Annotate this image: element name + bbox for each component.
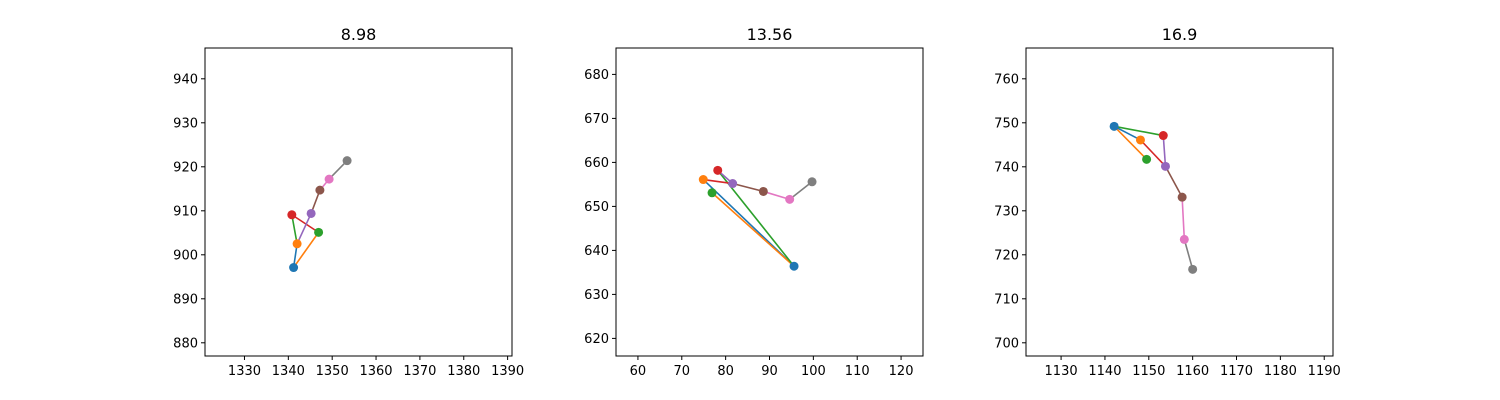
panel-1-keypoint [292, 239, 302, 249]
panel-2-axes-frame [615, 47, 924, 357]
panel-2-x-tick-label: 80 [717, 364, 734, 379]
panel-1-skeleton-edge [291, 213, 298, 245]
panel-1-x-tick-label: 1380 [447, 364, 480, 379]
panel-1-keypoint [324, 174, 334, 184]
panel-3-y-tick-label: 720 [994, 248, 1019, 263]
panel-3-skeleton-edge [1113, 125, 1148, 161]
panel-2-x-tick-label: 60 [630, 364, 647, 379]
panel-1-y-tick-label: 910 [173, 204, 198, 219]
panel-2-y-tick-label: 630 [584, 288, 609, 303]
panel-2-x-tick-label: 110 [845, 364, 870, 379]
panel-1-skeleton-edge [296, 212, 312, 245]
panel-3-y-tick-label: 750 [994, 116, 1019, 131]
panel-3-keypoint [1179, 234, 1189, 244]
panel-3-skeleton-edge [1164, 165, 1183, 198]
panel-1-keypoint [289, 263, 299, 273]
panel-2-skeleton-edge [711, 191, 795, 268]
panel-2-y-tick-label: 620 [584, 332, 609, 347]
panel-2-skeleton-edge [762, 190, 791, 201]
panel-2-keypoint [728, 179, 738, 189]
panel-3-x-tick-label: 1130 [1045, 364, 1078, 379]
panel-3-keypoint [1188, 264, 1198, 274]
panel-2-title: 13.56 [747, 25, 793, 44]
panel-1-keypoint [314, 227, 324, 237]
panel-2-x-tick-label: 100 [801, 364, 826, 379]
panel-1-keypoint [342, 156, 352, 166]
panel-3-y-tick-label: 700 [994, 336, 1019, 351]
panel-2-keypoint [785, 194, 795, 204]
panel-3-skeleton-edge [1162, 134, 1167, 168]
panel-2-keypoint [713, 165, 723, 175]
panel-1-x-tick-label: 1370 [403, 364, 436, 379]
panel-2-skeleton-edge [702, 178, 734, 185]
panel-1-keypoint [306, 208, 316, 218]
panel-3-x-tick-label: 1190 [1308, 364, 1341, 379]
panel-1-keypoint [315, 185, 325, 195]
panel-3-skeleton-edge [1113, 125, 1142, 141]
panel-2-keypoint [698, 175, 708, 185]
panel-3-x-tick-label: 1140 [1088, 364, 1121, 379]
panel-3-x-tick-label: 1150 [1132, 364, 1165, 379]
pose-panel-3: 16.9 1130 1140 1150 1160 1170 1180 1190 700 710 7… [994, 25, 1341, 379]
panel-3-keypoint [1158, 131, 1168, 141]
panel-1-keypoint [287, 210, 297, 220]
panel-2-keypoint [758, 186, 768, 196]
panel-2-y-tick-label: 670 [584, 112, 609, 127]
panel-1-y-tick-label: 880 [173, 336, 198, 351]
panel-3-skeleton-edge [1113, 125, 1165, 137]
panel-1-x-tick-label: 1340 [272, 364, 305, 379]
panel-2-y-tick-label: 660 [584, 156, 609, 171]
panel-3-y-tick-label: 760 [994, 72, 1019, 87]
panel-2-x-tick-label: 120 [889, 364, 914, 379]
panel-3-keypoint [1177, 192, 1187, 202]
panel-2-x-tick-label: 90 [761, 364, 778, 379]
panel-3-title: 16.9 [1162, 25, 1198, 44]
panel-3-axes-frame [1025, 47, 1334, 357]
panel-3-skeleton-edge [1183, 238, 1194, 271]
panel-2-y-tick-label: 650 [584, 200, 609, 215]
panel-1-y-tick-label: 890 [173, 292, 198, 307]
panel-1-x-tick-label: 1390 [491, 364, 524, 379]
panel-1-skeleton-edge [292, 231, 320, 269]
panel-2-skeleton-edge [788, 180, 813, 201]
panel-1-y-tick-label: 940 [173, 72, 198, 87]
panel-1-y-tick-label: 900 [173, 248, 198, 263]
panel-3-y-tick-label: 710 [994, 292, 1019, 307]
panel-3-skeleton-edge [1181, 196, 1186, 241]
panel-3-x-tick-label: 1160 [1176, 364, 1209, 379]
panel-3-y-tick-label: 740 [994, 160, 1019, 175]
panel-3-skeleton-edge [1139, 139, 1167, 168]
panel-3-keypoint [1142, 154, 1152, 164]
panel-2-y-tick-label: 640 [584, 244, 609, 259]
panel-3-keypoint [1135, 135, 1145, 145]
panel-3-keypoint [1109, 121, 1119, 131]
panel-3-y-tick-label: 730 [994, 204, 1019, 219]
panel-1-y-tick-label: 920 [173, 160, 198, 175]
panel-1-axes-frame [204, 47, 513, 357]
panel-1-y-tick-label: 930 [173, 116, 198, 131]
panel-2-x-tick-label: 70 [674, 364, 691, 379]
panel-2-skeleton-edge [731, 182, 765, 193]
panel-2-y-tick-label: 680 [584, 68, 609, 83]
panel-1-skeleton-edge [291, 213, 320, 234]
panel-1-x-tick-label: 1360 [359, 364, 392, 379]
panel-1-x-tick-label: 1350 [316, 364, 349, 379]
panel-3-x-tick-label: 1180 [1264, 364, 1297, 379]
pose-panel-1: 8.98 1330 1340 1350 1360 1370 1380 1390 880 890 9… [173, 25, 524, 379]
pose-panel-2: 13.56 60 70 80 90 100 110 120 620 630 640 650 660 67… [584, 25, 924, 379]
panel-1-x-tick-label: 1330 [228, 364, 261, 379]
panel-2-keypoint [807, 177, 817, 187]
panel-3-keypoint [1160, 161, 1170, 171]
panel-1-title: 8.98 [341, 25, 377, 44]
panel-3-x-tick-label: 1170 [1220, 364, 1253, 379]
panel-2-keypoint [789, 261, 799, 271]
panel-2-keypoint [707, 188, 717, 198]
